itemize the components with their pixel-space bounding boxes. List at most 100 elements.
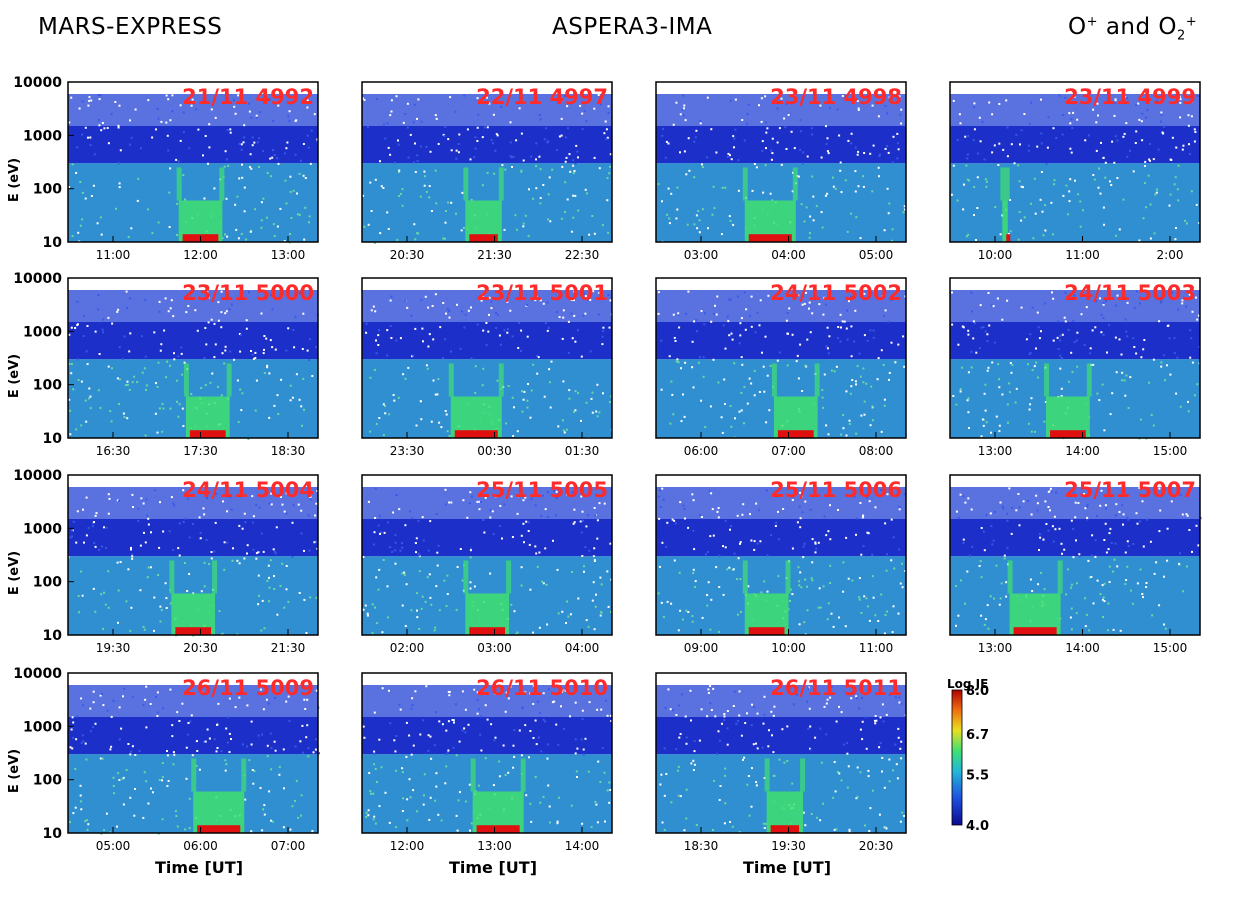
ion-burst: [1002, 200, 1008, 242]
panel-frame: [655, 474, 907, 636]
y-tick-label: 10: [43, 826, 63, 842]
x-tick-label: 13:00: [978, 641, 1013, 655]
panel-label: 24/11 5002: [770, 281, 902, 305]
x-tick-label: 13:00: [271, 248, 306, 262]
ion-burst-edge: [226, 363, 232, 397]
x-tick-label: 01:30: [565, 444, 600, 458]
panel-frame: [949, 81, 1201, 243]
x-tick-label: 21:30: [271, 641, 306, 655]
colorbar-tick-label: 6.7: [966, 728, 989, 743]
x-tick-label: 14:00: [565, 839, 600, 853]
y-tick-label: 1000: [23, 324, 62, 340]
spectrogram-panel: 25/11 5007 13:00 14:00 15:00: [949, 474, 1202, 655]
x-tick-label: 11:00: [96, 248, 131, 262]
high-energy-band: [68, 126, 318, 164]
ion-burst-core: [1006, 234, 1011, 242]
ion-burst-core: [197, 825, 241, 833]
panel-frame: [67, 81, 319, 243]
header-right-title: O+ and O2+: [1068, 14, 1197, 44]
y-axis-label: E (eV): [7, 354, 22, 398]
panel-frame: [655, 277, 907, 439]
ion-burst-edge: [448, 363, 454, 397]
x-tick-label: 19:30: [96, 641, 131, 655]
spectrogram-panel: 23/11 4998 03:00 04:00 05:00: [655, 81, 907, 262]
high-energy-band: [950, 322, 1200, 360]
ion-burst-core: [1013, 627, 1057, 635]
high-energy-band: [950, 519, 1200, 557]
y-tick-label: 10: [43, 628, 63, 644]
x-tick-label: 04:00: [565, 641, 600, 655]
x-tick-label: 15:00: [1153, 444, 1188, 458]
high-energy-band: [656, 519, 906, 557]
ion-burst-edge: [176, 167, 182, 201]
ion-burst-edge: [785, 560, 791, 594]
high-energy-band: [950, 126, 1200, 164]
x-tick-label: 18:30: [684, 839, 719, 853]
ion-burst-edge: [183, 363, 189, 397]
panel-label: 23/11 4998: [770, 85, 902, 109]
x-tick-label: 17:30: [183, 444, 218, 458]
panel-frame: [655, 81, 907, 243]
panel-label: 25/11 5005: [476, 478, 608, 502]
y-tick-label: 100: [33, 773, 62, 789]
x-tick-label: 20:30: [859, 839, 894, 853]
ion-burst-edge: [463, 560, 469, 594]
ion-burst-edge: [219, 167, 225, 201]
panel-label: 26/11 5010: [476, 676, 608, 700]
y-tick-label: 10000: [13, 271, 62, 287]
y-tick-label: 10000: [13, 75, 62, 91]
panel-label: 25/11 5007: [1064, 478, 1196, 502]
x-tick-label: 07:00: [271, 839, 306, 853]
spectrogram-panel: 23/11 5001 23:30 00:30 01:30: [361, 277, 613, 458]
x-tick-label: 06:00: [183, 839, 218, 853]
high-energy-band: [362, 519, 612, 557]
spectrogram-panel: 26/11 5009 05:00 06:00 07:00 10000 1000 100 10 E…: [7, 666, 320, 877]
x-tick-label: 08:00: [859, 444, 894, 458]
ion-burst-core: [189, 430, 226, 438]
spectrogram-panel: 24/11 5003 13:00 14:00 15:00: [949, 277, 1202, 458]
species-mid: and O: [1098, 14, 1178, 40]
x-tick-label: 04:00: [771, 248, 806, 262]
species-o-charge: +: [1086, 14, 1099, 30]
spectrogram-panel: 24/11 5004 19:30 20:30 21:30 10000 1000 100 10 E…: [7, 468, 319, 655]
high-energy-band: [68, 519, 318, 557]
x-tick-label: 23:30: [390, 444, 425, 458]
x-tick-label: 14:00: [1065, 641, 1100, 655]
panel-frame: [361, 474, 613, 636]
ion-burst-edge: [792, 167, 798, 201]
x-tick-label: 13:00: [978, 444, 1013, 458]
ion-burst-core: [770, 825, 800, 833]
ion-burst-core: [748, 627, 785, 635]
y-tick-label: 10: [43, 431, 63, 447]
y-axis-label: E (eV): [7, 749, 22, 793]
ion-burst-core: [469, 627, 506, 635]
x-tick-label: 05:00: [859, 248, 894, 262]
x-tick-label: 20:30: [390, 248, 425, 262]
panel-label: 26/11 5009: [182, 676, 314, 700]
x-tick-label: 15:00: [1153, 641, 1188, 655]
panel-label: 21/11 4992: [182, 85, 314, 109]
colorbar: Log JE8.0 6.7 5.5 4.0: [947, 677, 989, 834]
y-tick-label: 1000: [23, 521, 62, 537]
ion-burst-edge: [498, 167, 504, 201]
panel-frame: [67, 672, 319, 834]
ion-burst-edge: [506, 560, 512, 594]
header-center-title: ASPERA3-IMA: [552, 14, 713, 40]
ion-burst-edge: [470, 758, 476, 792]
ion-burst-core: [469, 234, 498, 242]
high-energy-band: [68, 717, 318, 755]
species-o2-charge: +: [1185, 14, 1198, 30]
y-axis-label: E (eV): [7, 551, 22, 595]
x-tick-label: 14:00: [1065, 444, 1100, 458]
spectrogram-panel: 25/11 5006 09:00 10:00 11:00: [655, 474, 907, 655]
high-energy-band: [656, 717, 906, 755]
spectrogram-panel: 25/11 5005 02:00 03:00 04:00: [361, 474, 614, 655]
colorbar-gradient: [951, 689, 963, 826]
ion-burst-core: [476, 825, 520, 833]
ion-burst-edge: [169, 560, 175, 594]
x-tick-label: 18:30: [271, 444, 306, 458]
y-tick-label: 10000: [13, 666, 62, 682]
y-tick-label: 100: [33, 182, 62, 198]
ion-burst-edge: [800, 758, 806, 792]
high-energy-band: [362, 322, 612, 360]
